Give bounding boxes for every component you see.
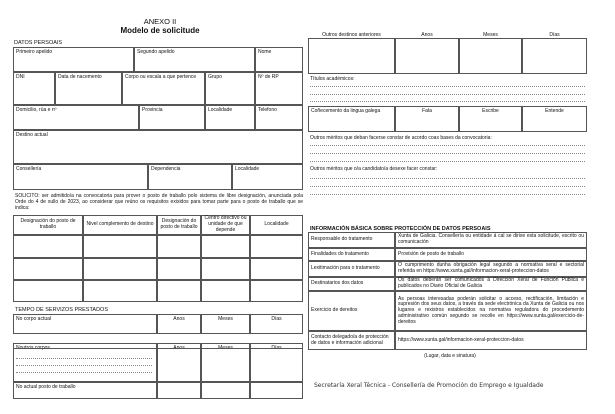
section-personal: DATOS PERSOAIS	[14, 40, 63, 46]
dependency-field[interactable]: Dependencia	[148, 164, 232, 190]
privacy-row-value-cell: Os datos deberán ser comunicados á Direc…	[395, 277, 587, 291]
posts-table-cell[interactable]	[157, 280, 201, 302]
posts-table-cell[interactable]	[201, 258, 250, 280]
privacy-value: Os datos deberán ser comunicados á Direc…	[398, 277, 584, 289]
privacy-value: As persoas interesadas poderán solicitar…	[398, 295, 584, 325]
privacy-row-value-cell: O cumprimento dunha obrigación legal seg…	[395, 261, 587, 277]
posts-table-cell[interactable]	[250, 258, 303, 280]
privacy-label: Lexitimación para o tratamento	[311, 265, 380, 272]
current-post-time-label: No actual posto de traballo	[13, 382, 157, 399]
posts-header-cell: Centro directivo ou unidade de que depen…	[201, 215, 250, 235]
posts-table-cell[interactable]	[13, 258, 83, 280]
privacy-label: Contacto delegado/a de protección de dat…	[311, 333, 389, 346]
privacy-value: https://www.xunta.gal/informacion-xeral-…	[398, 336, 524, 343]
posts-table-cell[interactable]	[13, 235, 83, 258]
other-posts-years-label: Anos	[421, 32, 433, 38]
galician-writes[interactable]: Escribe	[459, 106, 522, 132]
section-privacy: INFORMACIÓN BÁSICA SOBRE PROTECCIÓN DE D…	[310, 226, 491, 232]
posts-table-cell[interactable]	[13, 280, 83, 302]
privacy-row-label-cell: Destinatarios dos datos	[308, 277, 395, 291]
posts-header-cell: Nivel complemento de destino	[83, 215, 157, 235]
address-field[interactable]: Domicilio, rúa e nº	[13, 105, 139, 130]
annex-label: ANEXO II	[143, 17, 177, 26]
page-title: Modelo de solicitude	[120, 26, 200, 35]
posts-table-cell[interactable]	[201, 280, 250, 302]
group-field[interactable]: Grupo	[205, 72, 255, 105]
first-surname-field[interactable]: Primeiro apelido	[13, 47, 134, 72]
posts-table-cell[interactable]	[83, 235, 157, 258]
current-corps-label: No corpo actual	[13, 314, 157, 334]
second-surname-field[interactable]: Segundo apelido	[134, 47, 255, 72]
other-posts-months-label: Meses	[483, 32, 498, 38]
dni-field[interactable]: DNI	[13, 72, 55, 105]
galician-label: Coñecemento da lingua galega	[308, 106, 395, 132]
posts-table-cell[interactable]	[250, 280, 303, 302]
privacy-label: Finalidades do tratamento	[311, 250, 369, 257]
privacy-label: Responsable do tratamento	[311, 236, 373, 243]
province-field[interactable]: Provincia	[139, 105, 205, 130]
section-service-time: TEMPO DE SERVIZOS PRESTADOS	[15, 307, 109, 313]
privacy-value: Provisión de posto de traballo	[398, 250, 464, 257]
other-posts-days-label: Días	[549, 32, 560, 38]
other-posts-label: Outros destinos anteriores	[322, 32, 381, 38]
privacy-row-value-cell: Xunta de Galicia. Consellería ou entidad…	[395, 232, 587, 248]
galician-understands[interactable]: Entende	[522, 106, 587, 132]
posts-table-cell[interactable]	[157, 235, 201, 258]
privacy-row-label-cell: Responsable do tratamento	[308, 232, 395, 248]
privacy-row-label-cell: Lexitimación para o tratamento	[308, 261, 395, 277]
other-posts-years[interactable]	[395, 38, 459, 74]
privacy-value: O cumprimento dunha obrigación legal seg…	[398, 262, 584, 274]
other-posts-field[interactable]	[308, 38, 395, 74]
current-post-days[interactable]	[250, 382, 303, 399]
name-field[interactable]: Nome	[255, 47, 303, 72]
current-post-years[interactable]	[157, 382, 201, 399]
posts-table-cell[interactable]	[201, 235, 250, 258]
privacy-value: Xunta de Galicia. Consellería ou entidad…	[398, 233, 584, 245]
privacy-row-label-cell: Finalidades do tratamento	[308, 248, 395, 261]
signature-label: (Lugar, data e sinatura)	[424, 353, 476, 359]
galician-speaks[interactable]: Fala	[395, 106, 459, 132]
current-post-field[interactable]: Destino actual	[13, 130, 303, 164]
posts-table-cell[interactable]	[83, 258, 157, 280]
privacy-label: Exercicio de dereitos	[311, 307, 358, 314]
merits-bases-label: Outros méritos que deban facerse constar…	[310, 135, 492, 141]
current-corps-days[interactable]: Días	[250, 314, 303, 334]
other-posts-days[interactable]	[522, 38, 587, 74]
privacy-row-value-cell: As persoas interesadas poderán solicitar…	[395, 291, 587, 331]
degrees-label: Títulos académicos:	[310, 76, 355, 82]
other-posts-months[interactable]	[459, 38, 522, 74]
locality2-field[interactable]: Localidade	[232, 164, 303, 190]
privacy-row-value-cell: Provisión de posto de traballo	[395, 248, 587, 261]
posts-header-cell: Designación do posto de traballo	[13, 215, 83, 235]
current-corps-years[interactable]: Anos	[157, 314, 201, 334]
posts-table-cell[interactable]	[157, 258, 201, 280]
current-post-months[interactable]	[201, 382, 250, 399]
merits-candidate-label: Outros méritos que o/a candidato/a desex…	[310, 166, 438, 172]
privacy-row-label-cell: Contacto delegado/a de protección de dat…	[308, 331, 395, 350]
privacy-row-label-cell: Exercicio de dereitos	[308, 291, 395, 331]
birth-date-field[interactable]: Data de nacemento	[55, 72, 122, 105]
posts-table-cell[interactable]	[250, 235, 303, 258]
privacy-row-value-cell: https://www.xunta.gal/informacion-xeral-…	[395, 331, 587, 350]
posts-header-cell: Localidade	[250, 215, 303, 235]
request-text: SOLICITO: ser admitido/a na convocatoria…	[15, 193, 303, 211]
phone-field[interactable]: Telefono	[255, 105, 303, 130]
posts-header-cell: Designación do posto de traballo	[157, 215, 201, 235]
ministry-field[interactable]: Consellería	[13, 164, 148, 190]
corps-field[interactable]: Corpo ou escala a que pertence	[122, 72, 205, 105]
footer-text: Secretaría Xeral Técnica - Consellería d…	[314, 382, 544, 389]
locality-field[interactable]: Localidade	[205, 105, 255, 130]
posts-table-cell[interactable]	[83, 280, 157, 302]
current-corps-months[interactable]: Meses	[201, 314, 250, 334]
privacy-label: Destinatarios dos datos	[311, 280, 364, 287]
nrp-field[interactable]: Nº de RP	[255, 72, 303, 105]
